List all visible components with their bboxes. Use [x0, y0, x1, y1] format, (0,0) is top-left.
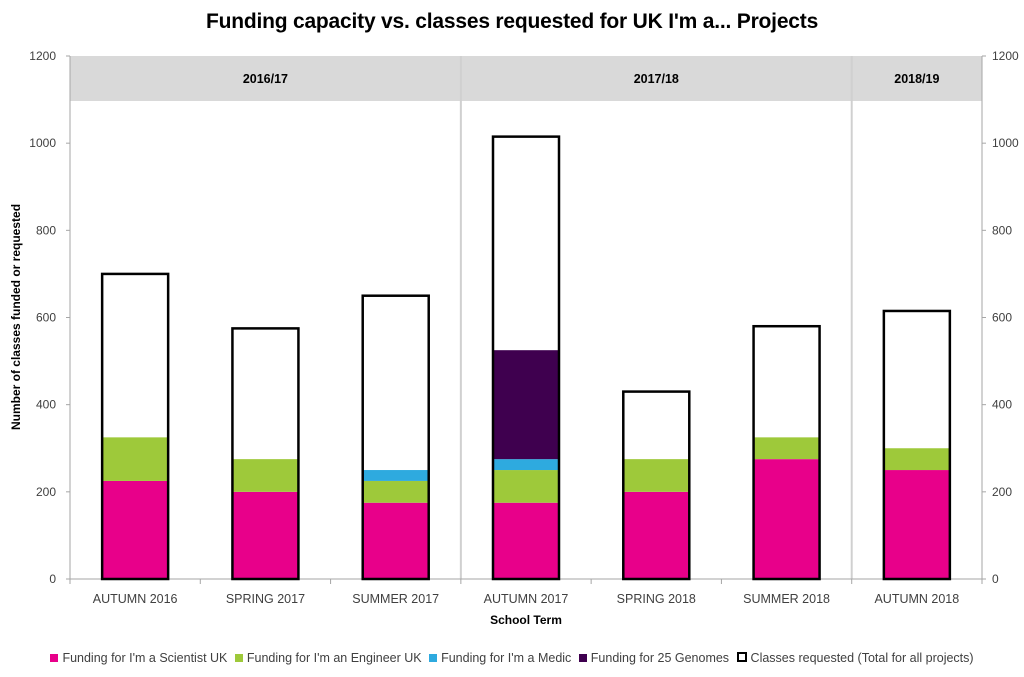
- bar-segment: [883, 470, 950, 579]
- y-tick-label-left: 1000: [29, 136, 56, 150]
- swatch-icon: [234, 654, 243, 662]
- y-tick-label-right: 1200: [992, 49, 1019, 63]
- year-band: [70, 56, 461, 101]
- bar-segment: [493, 470, 559, 503]
- x-tick-label: AUTUMN 2018: [874, 592, 959, 606]
- swatch-icon: [578, 654, 587, 662]
- legend-item-genomes: Funding for 25 Genomes: [578, 651, 729, 665]
- bar-segment: [883, 448, 950, 471]
- x-tick-label: AUTUMN 2017: [484, 592, 569, 606]
- bar-segment: [362, 470, 429, 481]
- x-axis-title: School Term: [490, 613, 562, 627]
- bar-segment: [362, 502, 429, 579]
- y-tick-label-left: 200: [36, 485, 56, 499]
- legend-item-classes-requested: Classes requested (Total for all project…: [736, 651, 974, 665]
- bar-segment: [232, 491, 299, 579]
- y-tick-label-right: 600: [992, 311, 1012, 325]
- y-tick-label-right: 200: [992, 485, 1012, 499]
- year-band-label: 2016/17: [243, 72, 288, 86]
- bar-segment: [493, 502, 559, 579]
- y-tick-label-left: 800: [36, 223, 56, 237]
- bar-segment: [753, 437, 820, 460]
- outline-swatch-icon: [736, 652, 747, 662]
- year-band: [460, 56, 852, 101]
- category-labels: AUTUMN 2016 SPRING 2017 SUMMER 2017 AUTUMN …: [93, 592, 960, 606]
- y-tick-label-left: 400: [36, 398, 56, 412]
- legend: Funding for I'm a Scientist UK Funding f…: [0, 651, 1024, 665]
- x-tick-label: SUMMER 2017: [352, 592, 439, 606]
- y-tick-label-left: 1200: [29, 49, 56, 63]
- bar-segment: [493, 459, 559, 471]
- y-tick-label-right: 1000: [992, 136, 1019, 150]
- y-tick-label-left: 0: [49, 572, 56, 586]
- bars: [100, 135, 952, 581]
- chart-title: Funding capacity vs. classes requested f…: [205, 10, 819, 33]
- y-axis-title: Number of classes funded or requested: [9, 204, 23, 430]
- bar-segment: [362, 480, 429, 503]
- bar-segment: [753, 459, 820, 579]
- classes-requested-outline: [231, 327, 300, 581]
- x-tick-label: SUMMER 2018: [743, 592, 830, 606]
- y-tick-label-right: 800: [992, 223, 1012, 237]
- classes-requested-outline: [100, 272, 170, 581]
- year-band: [851, 56, 982, 101]
- bar-segment: [102, 480, 169, 579]
- x-tick-label: SPRING 2017: [226, 592, 305, 606]
- y-tick-label-right: 0: [992, 572, 999, 586]
- year-band-label: 2018/19: [894, 72, 939, 86]
- x-tick-label: AUTUMN 2016: [93, 592, 178, 606]
- bar-segment: [232, 459, 299, 492]
- swatch-icon: [429, 654, 438, 662]
- bar-segment: [623, 491, 690, 579]
- y-tick-label-left: 600: [36, 311, 56, 325]
- y-tick-label-right: 400: [992, 398, 1012, 412]
- legend-item-scientist: Funding for I'm a Scientist UK: [50, 651, 227, 665]
- bar-segment: [102, 437, 169, 481]
- year-band-label: 2017/18: [634, 72, 679, 86]
- bar-segment: [623, 459, 690, 492]
- legend-item-medic: Funding for I'm a Medic: [429, 651, 571, 665]
- classes-requested-outline: [491, 135, 561, 581]
- classes-requested-outline: [622, 390, 691, 581]
- classes-requested-outline: [361, 294, 430, 581]
- legend-item-engineer: Funding for I'm an Engineer UK: [234, 651, 422, 665]
- x-tick-label: SPRING 2018: [617, 592, 696, 606]
- classes-requested-outline: [752, 324, 821, 581]
- year-bands: 2016/17 2017/18 2018/19: [70, 56, 982, 579]
- classes-requested-outline: [882, 309, 952, 581]
- bar-segment: [493, 350, 559, 460]
- swatch-icon: [50, 654, 59, 662]
